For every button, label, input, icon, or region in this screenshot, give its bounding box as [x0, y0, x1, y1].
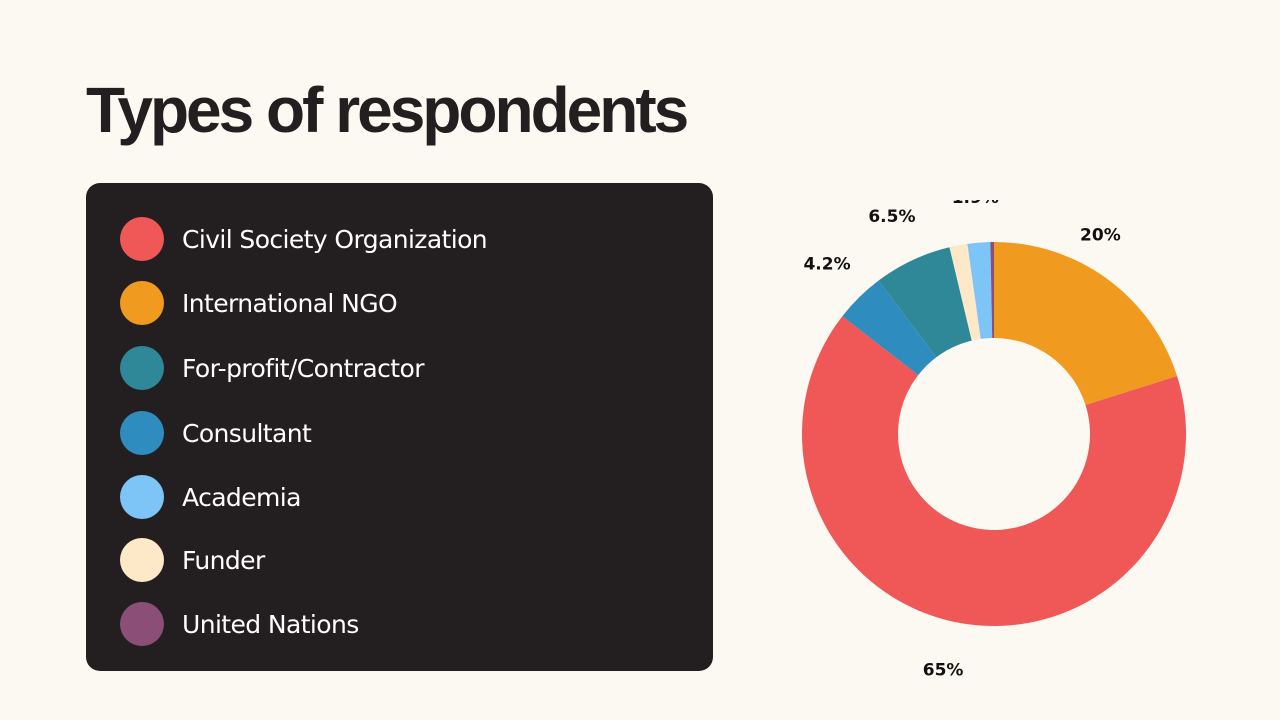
legend-item-consultant: Consultant — [120, 411, 312, 455]
legend-item-funder: Funder — [120, 538, 265, 582]
legend-swatch-consultant — [120, 411, 164, 455]
legend-label-funder: Funder — [182, 545, 265, 575]
legend-item-civil-society-organization: Civil Society Organization — [120, 217, 488, 261]
data-label-international-ngo: 20% — [1080, 226, 1121, 246]
legend-label-for-profit-contractor: For-profit/Contractor — [182, 353, 424, 383]
legend-item-for-profit-contractor: For-profit/Contractor — [120, 346, 424, 390]
data-label-academia: 1.9% — [952, 200, 999, 208]
legend-label-united-nations: United Nations — [182, 609, 359, 639]
legend-swatch-civil-society-organization — [120, 217, 164, 261]
donut-slice-civil-society-organization — [801, 316, 1186, 626]
legend-swatch-international-ngo — [120, 281, 164, 325]
legend-swatch-for-profit-contractor — [120, 346, 164, 390]
data-label-for-profit-contractor: 6.5% — [868, 207, 915, 227]
legend-label-civil-society-organization: Civil Society Organization — [182, 224, 488, 254]
legend-swatch-funder — [120, 538, 164, 582]
legend-label-academia: Academia — [182, 482, 301, 512]
legend-label-international-ngo: International NGO — [182, 288, 398, 318]
legend-item-academia: Academia — [120, 475, 301, 519]
legend-item-united-nations: United Nations — [120, 602, 359, 646]
donut-chart: 20% 65% 4.2% 6.5% 1.9% — [801, 200, 1186, 680]
legend-swatch-academia — [120, 475, 164, 519]
donut-slice-consultant — [842, 280, 937, 376]
legend-panel: Civil Society Organization International… — [86, 183, 713, 671]
legend-item-international-ngo: International NGO — [120, 281, 398, 325]
donut-slice-international-ngo — [994, 242, 1178, 406]
legend-label-consultant: Consultant — [182, 418, 312, 448]
donut-slice-for-profit-contractor — [878, 247, 972, 358]
data-label-civil-society-organization: 65% — [923, 661, 964, 680]
donut-slice-funder — [949, 243, 981, 341]
legend-swatch-united-nations — [120, 602, 164, 646]
donut-slice-academia — [967, 242, 993, 339]
page-title: Types of respondents — [86, 74, 689, 146]
data-label-consultant: 4.2% — [803, 254, 850, 274]
donut-slice-united-nations — [990, 242, 994, 339]
